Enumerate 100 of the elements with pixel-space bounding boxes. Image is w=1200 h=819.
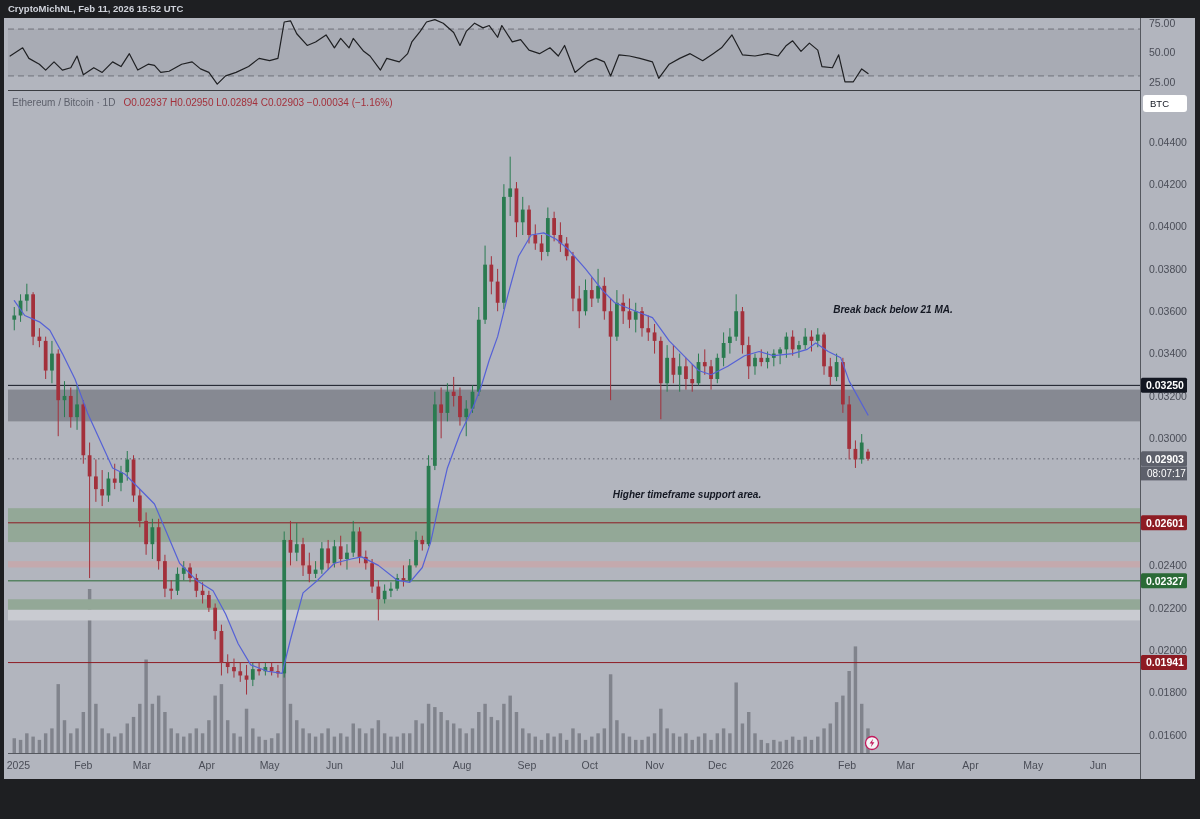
candlestick (194, 573, 199, 598)
candlestick (257, 662, 261, 676)
bar (395, 736, 399, 753)
candlestick (439, 386, 444, 439)
candlestick (746, 336, 751, 380)
bar (734, 682, 738, 753)
bar (483, 703, 487, 753)
candlestick (150, 518, 155, 560)
candlestick (169, 579, 174, 600)
y-tick-label: 0.01600 (1149, 728, 1188, 741)
candlestick (520, 196, 525, 236)
candlestick (709, 359, 713, 391)
y-tick-label: 0.02400 (1149, 559, 1188, 572)
bar (100, 728, 104, 753)
bar (590, 736, 594, 753)
candlestick (690, 363, 695, 393)
bar (659, 708, 663, 753)
x-tick-label: 2026 (770, 759, 795, 771)
candlestick (451, 376, 456, 408)
bar (364, 733, 368, 753)
candlestick (790, 329, 795, 357)
text: CryptoMichNL, Feb 11, 2026 15:52 UTC (8, 3, 184, 14)
x-tick-label: Jul (390, 759, 404, 771)
candlestick (68, 386, 73, 429)
x-tick-label: Apr (962, 759, 980, 771)
ref-line-label: 0.03250 (1146, 379, 1185, 392)
candlestick (715, 353, 720, 384)
candlestick (407, 558, 412, 583)
y-tick-label: 0.04000 (1149, 220, 1188, 233)
bar (797, 739, 801, 753)
candlestick (370, 558, 374, 594)
bar (803, 736, 807, 753)
ref-line-label: 0.02601 (1146, 516, 1185, 529)
candlestick (784, 331, 789, 359)
y-axis-title: BTC (1150, 98, 1170, 109)
candlestick (119, 465, 123, 492)
candlestick (238, 662, 243, 683)
annotation: Break back below 21 MA. (833, 304, 953, 315)
candlestick (489, 255, 494, 295)
candlestick (646, 314, 651, 342)
candlestick (859, 433, 864, 465)
x-tick-label: Nov (645, 759, 665, 771)
bar (320, 733, 324, 753)
y-tick-label: 0.03600 (1149, 305, 1188, 318)
y-tick-label: 25.00 (1149, 75, 1176, 88)
bar (144, 659, 148, 753)
candlestick (50, 340, 54, 384)
bar (94, 703, 98, 753)
bar (207, 720, 211, 753)
bar (690, 739, 694, 753)
candlestick (382, 583, 387, 604)
y-tick-label: 0.04400 (1149, 135, 1188, 148)
bar (684, 733, 688, 753)
candlestick (307, 552, 312, 583)
bar (552, 736, 556, 753)
bar (847, 671, 851, 753)
bar (301, 728, 305, 753)
bar (640, 739, 644, 753)
candlestick (100, 469, 105, 507)
candlestick (464, 399, 469, 437)
x-tick-label: May (1023, 759, 1044, 771)
bar (596, 733, 600, 753)
candlestick (94, 458, 98, 503)
bar (709, 739, 713, 753)
bar (546, 733, 550, 753)
bar (25, 733, 29, 753)
bar (728, 733, 732, 753)
bar (326, 728, 330, 753)
x-tick-label: Dec (707, 759, 727, 771)
bar (772, 739, 776, 753)
candlestick (633, 302, 638, 333)
candlestick (301, 537, 305, 577)
y-tick-label: 0.02200 (1149, 601, 1188, 614)
bar (439, 712, 443, 753)
candlestick (75, 384, 79, 431)
candlestick (828, 357, 833, 386)
candlestick (458, 386, 462, 427)
bar (571, 728, 575, 753)
candlestick (213, 602, 218, 640)
x-tick-label: Feb (838, 759, 857, 771)
ref-line-label: 0.02327 (1146, 574, 1185, 587)
bar (188, 733, 192, 753)
candlestick (684, 357, 688, 391)
ref-line-label: 0.02903 (1146, 452, 1185, 465)
candlestick (338, 535, 343, 566)
bar (502, 703, 506, 753)
candlestick (250, 662, 255, 687)
candlestick (376, 579, 381, 621)
bar (389, 736, 393, 753)
bar (163, 712, 167, 753)
candlestick (125, 450, 130, 482)
candlestick (206, 590, 211, 613)
line-series (9, 19, 869, 85)
candlestick (552, 211, 557, 242)
bar (56, 684, 60, 753)
x-tick-label: Apr (198, 759, 216, 771)
candlestick (225, 653, 230, 674)
y-tick-label: 0.03400 (1149, 347, 1188, 360)
ref-line-label: 0.01941 (1146, 656, 1185, 669)
candlestick (533, 223, 538, 251)
